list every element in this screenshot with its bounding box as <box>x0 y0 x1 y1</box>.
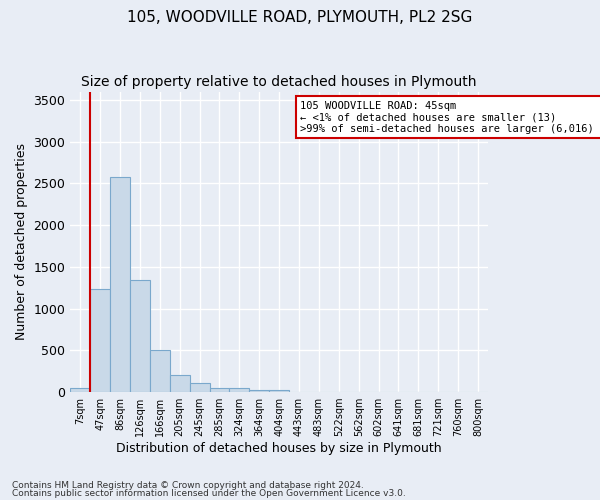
Title: Size of property relative to detached houses in Plymouth: Size of property relative to detached ho… <box>82 75 477 89</box>
Bar <box>269 390 289 392</box>
Text: 105 WOODVILLE ROAD: 45sqm
← <1% of detached houses are smaller (13)
>99% of semi: 105 WOODVILLE ROAD: 45sqm ← <1% of detac… <box>300 100 600 134</box>
Bar <box>150 350 170 392</box>
Bar <box>70 388 90 392</box>
Text: Contains public sector information licensed under the Open Government Licence v3: Contains public sector information licen… <box>12 488 406 498</box>
Bar <box>209 388 229 392</box>
Bar <box>190 383 209 392</box>
Bar <box>130 280 150 392</box>
X-axis label: Distribution of detached houses by size in Plymouth: Distribution of detached houses by size … <box>116 442 442 455</box>
Y-axis label: Number of detached properties: Number of detached properties <box>15 144 28 340</box>
Bar <box>250 390 269 392</box>
Text: Contains HM Land Registry data © Crown copyright and database right 2024.: Contains HM Land Registry data © Crown c… <box>12 481 364 490</box>
Bar <box>110 176 130 392</box>
Bar <box>170 376 190 392</box>
Text: 105, WOODVILLE ROAD, PLYMOUTH, PL2 2SG: 105, WOODVILLE ROAD, PLYMOUTH, PL2 2SG <box>127 10 473 25</box>
Bar <box>229 388 250 392</box>
Bar <box>90 290 110 392</box>
